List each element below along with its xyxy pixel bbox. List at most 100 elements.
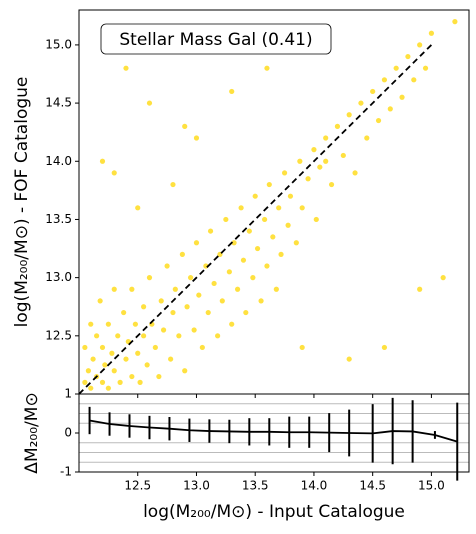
scatter-point (172, 286, 178, 292)
scatter-point (97, 298, 103, 304)
scatter-point (273, 286, 279, 292)
scatter-point (196, 292, 202, 298)
scatter-point (215, 333, 221, 339)
scatter-point (179, 251, 185, 257)
scatter-point (111, 170, 117, 176)
scatter-point (452, 19, 458, 25)
scatter-point (211, 280, 217, 287)
scatter-point (193, 240, 200, 246)
scatter-point (422, 65, 429, 71)
x-tick-label: 14.5 (359, 479, 386, 493)
scatter-point (102, 362, 108, 368)
y-tick-label: 13.5 (45, 212, 72, 226)
scatter-point (240, 257, 247, 263)
scatter-point (111, 286, 117, 292)
scatter-point (370, 88, 376, 95)
scatter-point (399, 94, 405, 100)
scatter-point (328, 181, 335, 188)
scatter-point (428, 30, 435, 36)
scatter-point (311, 147, 317, 153)
scatter-point (129, 286, 135, 292)
scatter-point (205, 309, 211, 316)
scatter-point (364, 135, 370, 141)
scatter-point (317, 164, 323, 170)
scatter-point (238, 205, 244, 211)
y-tick-label: 15.0 (45, 37, 72, 51)
scatter-point (123, 356, 129, 362)
scatter-point (299, 205, 305, 211)
scatter-point (137, 379, 143, 385)
scatter-point (276, 205, 282, 211)
annotation-box (100, 23, 332, 55)
scatter-point (158, 298, 164, 304)
scatter-point (117, 379, 123, 385)
scatter-point (229, 321, 235, 327)
scatter-point (340, 152, 346, 159)
scatter-point (246, 228, 252, 234)
y-tick-label: 13.0 (45, 270, 72, 284)
y-tick-label: 12.5 (45, 328, 72, 342)
scatter-point (199, 344, 205, 351)
scatter-point (207, 228, 214, 234)
scatter-point (90, 356, 96, 362)
scatter-point (262, 216, 268, 223)
scatter-point (270, 234, 276, 240)
scatter-point (115, 333, 121, 339)
y-tick-label: -1 (60, 465, 72, 479)
scatter-point (141, 304, 147, 310)
x-axis-label: log(M₂₀₀/M⊙) - Input Catalogue (143, 502, 405, 522)
scatter-point (187, 275, 194, 281)
scatter-point (250, 275, 256, 281)
scatter-point (381, 77, 388, 83)
scatter-point (313, 216, 319, 223)
scatter-point (334, 123, 341, 129)
scatter-point (440, 275, 446, 281)
scatter-point (99, 344, 106, 351)
scatter-point (184, 304, 190, 310)
scatter-point (352, 170, 358, 176)
scatter-point (299, 344, 305, 351)
y-axis-label: log(M₂₀₀/M⊙) - FOF Catalogue (12, 77, 32, 328)
scatter-point (346, 356, 352, 362)
axes-frame (78, 393, 470, 473)
scatter-point (358, 100, 364, 106)
scatter-point (109, 350, 115, 356)
scatter-point (323, 158, 329, 164)
scatter-point (264, 263, 270, 269)
scatter-point (105, 385, 111, 391)
scatter-point (129, 373, 135, 380)
scatter-point (168, 356, 174, 362)
scatter-point (281, 170, 288, 176)
x-tick-label: 12.5 (124, 479, 151, 493)
scatter-point (146, 100, 153, 106)
y-tick-label: 0 (64, 426, 72, 440)
scatter-point (411, 77, 417, 83)
scatter-point (393, 65, 399, 71)
scatter-point (135, 205, 141, 211)
scatter-point (121, 309, 127, 316)
scatter-point (160, 327, 167, 333)
scatter-point (243, 309, 249, 316)
x-tick-label: 13.0 (183, 479, 210, 493)
scatter-point (219, 298, 225, 304)
scatter-point (99, 158, 106, 164)
x-tick-label: 14.0 (301, 479, 328, 493)
scatter-point (305, 176, 311, 182)
scatter-point (258, 298, 264, 304)
scatter-point (278, 251, 284, 257)
scatter-point (266, 181, 272, 188)
y-tick-label: 14.5 (45, 96, 72, 110)
scatter-point (141, 333, 147, 339)
scatter-point (293, 240, 299, 246)
scatter-point (94, 333, 100, 339)
scatter-point (323, 135, 329, 141)
scatter-point (254, 245, 261, 252)
y-tick-label: 14.0 (45, 154, 72, 168)
scatter-point (88, 321, 94, 327)
scatter-point (229, 88, 235, 95)
y-axis-label: ΔM₂₀₀/M⊙ (22, 392, 42, 473)
scatter-point (417, 42, 423, 48)
scatter-point (132, 321, 138, 327)
scatter-point (156, 373, 162, 380)
scatter-point (287, 193, 294, 199)
